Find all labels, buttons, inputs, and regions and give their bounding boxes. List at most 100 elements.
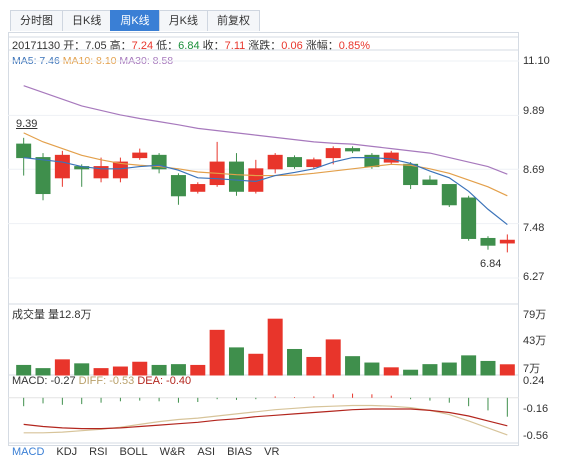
itab-bias[interactable]: BIAS bbox=[227, 446, 253, 458]
itab-asi[interactable]: ASI bbox=[197, 446, 216, 458]
candle-body bbox=[132, 152, 148, 159]
candle-body bbox=[480, 237, 496, 246]
itab-rsi[interactable]: RSI bbox=[89, 446, 108, 458]
price-info-line: 20171130 开：7.05 高：7.24 低：6.84 收：7.11 涨跌：… bbox=[12, 37, 370, 53]
chart-frame bbox=[8, 32, 519, 446]
volume-bar bbox=[383, 367, 399, 376]
macd-tick-2: -0.16 bbox=[523, 403, 549, 415]
tab-weekly-k[interactable]: 周K线 bbox=[110, 10, 160, 31]
candle-body bbox=[422, 179, 438, 186]
diff-value: DIFF: -0.53 bbox=[78, 375, 135, 387]
candle-body bbox=[306, 159, 322, 168]
candle-body bbox=[93, 166, 109, 179]
price-tick-1: 11.10 bbox=[523, 55, 550, 67]
price-tick-3: 8.69 bbox=[523, 164, 545, 176]
high-label: 高： bbox=[109, 40, 132, 52]
volume-title: 成交量 量12.8万 bbox=[12, 309, 92, 321]
change-label: 涨跌： bbox=[248, 40, 282, 52]
macd-legend: MACD: -0.27 DIFF: -0.53 DEA: -0.40 bbox=[12, 375, 191, 387]
candle-body bbox=[170, 175, 186, 197]
volume-bar bbox=[35, 368, 51, 376]
price-tick-4: 7.48 bbox=[523, 222, 545, 234]
price-tick-2: 9.89 bbox=[523, 105, 545, 117]
high-value: 7.24 bbox=[131, 40, 154, 52]
volume-bar bbox=[461, 355, 477, 376]
candle-body bbox=[441, 184, 457, 206]
candle-body bbox=[325, 148, 341, 159]
low-value: 6.84 bbox=[178, 40, 200, 52]
tab-monthly-k[interactable]: 月K线 bbox=[158, 10, 209, 31]
volume-bar bbox=[422, 364, 438, 376]
high-annotation: 9.39 bbox=[16, 118, 38, 130]
macd-tick-3: -0.56 bbox=[523, 430, 549, 442]
volume-bar bbox=[209, 329, 225, 376]
volume-bar bbox=[499, 364, 515, 376]
ma5-line bbox=[23, 156, 508, 226]
indicator-tabs: MACD KDJ RSI BOLL W&R ASI BIAS VR bbox=[12, 446, 291, 458]
candle-body bbox=[461, 197, 477, 239]
candle-body bbox=[383, 152, 399, 163]
volume-bar bbox=[132, 361, 148, 376]
volume-bar bbox=[151, 364, 167, 376]
pct-label: 涨幅： bbox=[305, 40, 339, 52]
candle-body bbox=[228, 161, 244, 192]
close-value: 7.11 bbox=[224, 40, 246, 52]
candle-body bbox=[112, 161, 128, 179]
tab-forward-adjusted[interactable]: 前复权 bbox=[207, 10, 261, 31]
diff-line bbox=[23, 404, 508, 436]
volume-bar bbox=[74, 363, 90, 376]
low-label: 低： bbox=[156, 40, 179, 52]
volume-bar bbox=[93, 368, 109, 376]
itab-wr[interactable]: W&R bbox=[159, 446, 186, 458]
open-label: 开： bbox=[63, 40, 86, 52]
itab-vr[interactable]: VR bbox=[264, 446, 280, 458]
volume-bar bbox=[228, 347, 244, 376]
volume-bar bbox=[480, 360, 496, 376]
volume-bar bbox=[364, 362, 380, 376]
info-date: 20171130 bbox=[12, 40, 61, 52]
volume-bar bbox=[267, 318, 283, 376]
volume-bar bbox=[190, 364, 206, 376]
volume-bar bbox=[345, 356, 361, 376]
volume-bar bbox=[306, 356, 322, 376]
candle-body bbox=[16, 143, 32, 159]
ma10-line bbox=[23, 132, 508, 197]
volume-bar bbox=[325, 339, 341, 376]
low-annotation: 6.84 bbox=[480, 258, 502, 270]
candle-body bbox=[54, 154, 70, 179]
candle-body bbox=[403, 163, 419, 186]
volume-bar bbox=[403, 369, 419, 376]
itab-macd[interactable]: MACD bbox=[12, 446, 45, 458]
candle-body bbox=[190, 184, 206, 192]
volume-bar bbox=[441, 362, 457, 376]
dea-line bbox=[23, 408, 508, 430]
pct-value: 0.85% bbox=[338, 40, 370, 52]
dea-value: DEA: -0.40 bbox=[137, 375, 192, 387]
volume-bar bbox=[287, 348, 303, 376]
volume-tick-1: 79万 bbox=[523, 309, 547, 321]
volume-bar bbox=[170, 364, 186, 376]
candle-body bbox=[248, 168, 264, 192]
candle-body bbox=[287, 157, 303, 168]
tab-daily-k[interactable]: 日K线 bbox=[62, 10, 112, 31]
change-value: 0.06 bbox=[281, 40, 303, 52]
volume-tick-3: 7万 bbox=[523, 363, 541, 375]
candle-body bbox=[499, 239, 515, 244]
volume-bar bbox=[112, 366, 128, 376]
volume-tick-2: 43万 bbox=[523, 335, 547, 347]
candle-body bbox=[345, 148, 361, 152]
macd-value: MACD: -0.27 bbox=[12, 375, 76, 387]
ma30-line bbox=[23, 85, 508, 175]
macd-tick-1: 0.24 bbox=[523, 375, 545, 387]
open-value: 7.05 bbox=[85, 40, 107, 52]
volume-bar bbox=[54, 359, 70, 376]
volume-bar bbox=[248, 353, 264, 376]
candle-body bbox=[267, 154, 283, 170]
price-tick-5: 6.27 bbox=[523, 271, 545, 283]
itab-kdj[interactable]: KDJ bbox=[56, 446, 78, 458]
close-label: 收： bbox=[202, 40, 225, 52]
period-tabs: 分时图 日K线 周K线 月K线 前复权 bbox=[10, 10, 261, 32]
volume-bar bbox=[16, 364, 32, 376]
itab-boll[interactable]: BOLL bbox=[119, 446, 148, 458]
